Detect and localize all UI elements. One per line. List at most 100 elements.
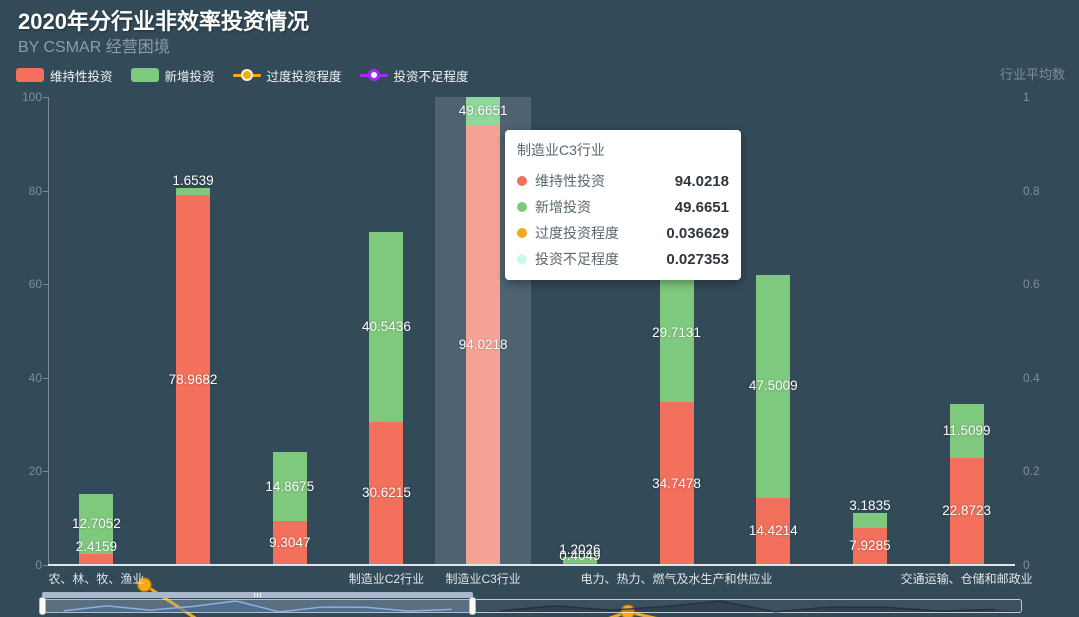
- bar-value-label: 30.6215: [362, 485, 411, 501]
- bar-新增投资-2[interactable]: [272, 451, 307, 522]
- bar-value-label: 14.8675: [265, 478, 315, 494]
- bar-新增投资-7[interactable]: [756, 275, 791, 498]
- bar-维持性投资-1[interactable]: [176, 195, 211, 565]
- bar-维持性投资-0[interactable]: [79, 553, 114, 565]
- legend: 维持性投资 新增投资 过度投资程度 投资不足程度: [16, 64, 469, 86]
- grip-icon: [253, 593, 261, 597]
- bar-新增投资-8[interactable]: [852, 512, 887, 528]
- tooltip-series-value: 0.036629: [666, 224, 729, 242]
- bar-维持性投资-3[interactable]: [369, 421, 404, 565]
- tooltip-row: 维持性投资 94.0218: [517, 168, 729, 194]
- left-axis-tick-label: 100: [21, 90, 42, 104]
- tooltip-series-value: 0.027353: [666, 250, 729, 268]
- bar-新增投资-4[interactable]: [466, 97, 501, 125]
- left-axis-line: [48, 97, 49, 565]
- bar-新增投资-0[interactable]: [79, 494, 114, 554]
- page-subtitle: BY CSMAR 经营困境: [18, 39, 170, 56]
- legend-label: 过度投资程度: [266, 69, 342, 84]
- right-axis-tick-label: 1: [1023, 90, 1030, 104]
- left-axis-tick-mark: [43, 190, 48, 192]
- right-axis-tick-label: 0: [1023, 558, 1030, 572]
- tooltip-series-dot-icon: [517, 202, 527, 212]
- left-axis-tick-label: 80: [28, 183, 42, 198]
- bar-value-label: 14.4214: [748, 523, 798, 539]
- : [367, 69, 380, 81]
- tooltip-series-label: 投资不足程度: [535, 251, 619, 267]
- bar-新增投资-3[interactable]: [369, 231, 404, 422]
- bar-维持性投资-6[interactable]: [659, 402, 694, 565]
- tooltip-row: 投资不足程度 0.027353: [517, 246, 729, 272]
- tooltip-title: 制造业C3行业: [517, 142, 605, 158]
- legend-bar-swatch-icon: [16, 68, 44, 82]
- x-axis-line: [48, 564, 1015, 566]
- legend-label: 投资不足程度: [393, 69, 469, 84]
- bar-维持性投资-2[interactable]: [272, 521, 307, 565]
- marker-过度投资程度-0[interactable]: [136, 576, 153, 593]
- bar-value-label: 34.7478: [652, 475, 701, 491]
- right-axis-tick-label: 0.6: [1023, 277, 1040, 292]
- tooltip-row: 新增投资 49.6651: [517, 194, 729, 220]
- tooltip-series-value: 94.0218: [674, 172, 729, 190]
- bar-维持性投资-4[interactable]: [466, 124, 501, 565]
- x-axis-label-0: 农、林、牧、渔业: [48, 572, 145, 586]
- tooltip-row: 过度投资程度 0.036629: [517, 220, 729, 246]
- x-axis-label-9: 交通运输、仓储和邮政业: [900, 572, 1033, 586]
- bar-value-label: 9.3047: [269, 535, 311, 551]
- legend-item-新增投资[interactable]: 新增投资: [130, 66, 215, 85]
- datazoom-data-shadow: [42, 600, 1022, 613]
- tooltip: 制造业C3行业 维持性投资 94.0218 新增投资 49.6651 过度投资程度 0.0…: [505, 130, 741, 280]
- tooltip-series-label: 新增投资: [535, 199, 591, 215]
- bar-新增投资-9[interactable]: [949, 404, 984, 458]
- plot-area: 12.7052 2.4159 1.6539 78.9682 14.8675 9.3047 4…: [48, 97, 1015, 617]
- tooltip-series-dot-icon: [517, 228, 527, 238]
- datazoom-right-handle[interactable]: [469, 597, 477, 615]
- left-axis-tick-mark: [43, 565, 48, 566]
- datazoom-left-handle[interactable]: [39, 597, 46, 615]
- right-axis-tick-label: 0.4: [1023, 370, 1040, 385]
- left-axis-tick-label: 20: [28, 464, 42, 479]
- x-axis-label-6: 电力、热力、燃气及水生产和供应业: [580, 572, 773, 586]
- legend-item-投资不足程度[interactable]: 投资不足程度: [359, 66, 469, 85]
- legend-item-维持性投资[interactable]: 维持性投资: [16, 66, 113, 85]
- datazoom-move-handle[interactable]: [42, 592, 474, 598]
- bar-value-label: 47.5009: [748, 378, 798, 394]
- tooltip-series-label: 过度投资程度: [535, 225, 619, 241]
- tooltip-series-dot-icon: [517, 254, 527, 264]
- bar-维持性投资-8[interactable]: [852, 527, 887, 565]
- bar-维持性投资-9[interactable]: [949, 457, 984, 565]
- right-axis-tick-label: 0.2: [1023, 464, 1040, 479]
- left-axis-tick-label: 40: [28, 370, 42, 385]
- bar-新增投资-1[interactable]: [176, 187, 211, 196]
- marker-过度投资程度-5[interactable]: [619, 603, 636, 617]
- bar-value-label: 40.5436: [362, 318, 411, 334]
- legend-label: 维持性投资: [50, 69, 113, 84]
- x-axis-label-3: 制造业C2行业: [348, 572, 425, 586]
- left-axis-tick-label: 0: [35, 558, 42, 572]
- legend-bar-swatch-icon: [130, 68, 159, 82]
- tooltip-series-value: 49.6651: [674, 198, 729, 216]
- legend-line-marker-icon: [232, 68, 261, 82]
- bar-新增投资-5[interactable]: [562, 557, 597, 564]
- bar-value-label: 2.4159: [75, 538, 117, 554]
- page-title: 2020年分行业非效率投资情况: [18, 9, 309, 34]
- bar-维持性投资-7[interactable]: [756, 497, 791, 565]
- left-axis-tick-mark: [43, 377, 48, 379]
- bar-value-label: 0.4049: [559, 548, 601, 564]
- legend-item-过度投资程度[interactable]: 过度投资程度: [232, 66, 342, 85]
- tooltip-series-label: 维持性投资: [535, 173, 605, 189]
- bar-value-label: 1.6539: [172, 172, 214, 188]
- bar-value-label: 11.5099: [942, 423, 991, 439]
- data-shadow-line: [500, 600, 995, 613]
- bar-value-label: 3.1835: [849, 497, 891, 513]
- legend-label: 新增投资: [164, 69, 215, 84]
- bar-新增投资-6[interactable]: [659, 263, 694, 403]
- bar-value-label: 49.6651: [458, 102, 508, 118]
- bar-value-label: 1.2026: [559, 542, 601, 558]
- left-axis-tick-mark: [43, 284, 48, 286]
- left-axis-tick-mark: [43, 471, 48, 473]
- left-axis-tick-mark: [43, 97, 48, 98]
- bar-value-label: 29.7131: [652, 324, 701, 340]
- bar-value-label: 7.9285: [849, 538, 891, 554]
- left-axis-tick-label: 60: [28, 277, 42, 292]
